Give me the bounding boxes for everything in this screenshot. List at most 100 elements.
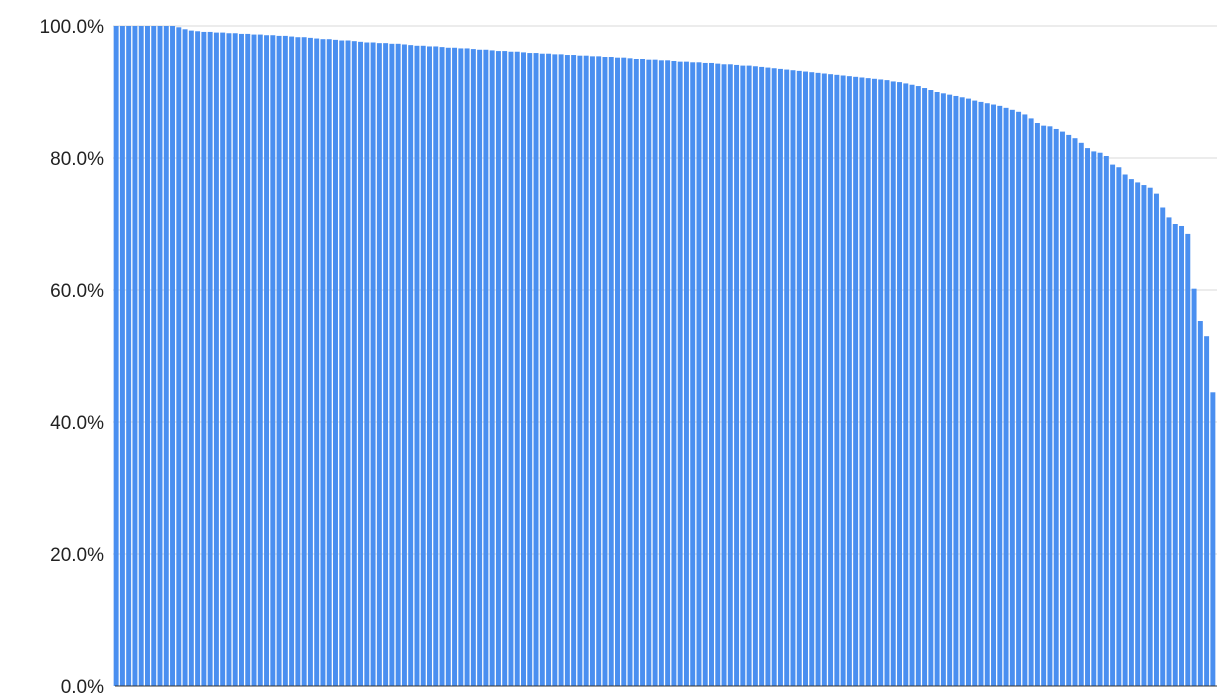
bar <box>1022 114 1028 686</box>
bar <box>301 37 307 687</box>
bar <box>1128 179 1134 686</box>
bar <box>126 26 132 686</box>
bar <box>583 55 589 686</box>
bar <box>521 52 526 686</box>
y-axis: 0.0% 20.0% 40.0% 60.0% 80.0% 100.0% <box>40 17 105 693</box>
bar <box>903 83 909 687</box>
bar <box>420 45 426 687</box>
bar <box>959 97 965 686</box>
bar <box>1091 151 1097 686</box>
bar <box>445 47 451 686</box>
bar <box>483 49 489 686</box>
bar <box>809 72 815 686</box>
bar <box>1085 148 1091 687</box>
bar <box>1003 107 1009 687</box>
bar <box>113 26 119 686</box>
bar <box>1047 126 1053 686</box>
bar <box>376 43 382 687</box>
bar <box>671 60 677 687</box>
bar <box>784 69 790 686</box>
bar <box>821 73 827 686</box>
bar <box>245 33 251 687</box>
bar <box>658 60 664 686</box>
bar <box>514 51 520 687</box>
bar <box>151 26 157 686</box>
bar <box>314 38 320 687</box>
bar <box>1016 111 1022 687</box>
bar <box>771 68 777 687</box>
bar <box>777 68 783 686</box>
bar <box>439 47 445 687</box>
bar <box>414 45 420 687</box>
y-tick-label: 100.0% <box>40 17 105 38</box>
bar <box>339 40 345 686</box>
bar <box>358 41 364 686</box>
bar <box>972 100 978 686</box>
bar <box>702 62 708 686</box>
bar <box>1072 138 1078 686</box>
bar <box>683 61 689 686</box>
bar <box>207 31 213 686</box>
bar <box>464 48 470 686</box>
bar <box>188 30 194 687</box>
bar <box>621 57 627 687</box>
bar <box>176 27 182 686</box>
bar <box>709 62 714 686</box>
bar <box>326 39 332 686</box>
bar <box>251 34 257 686</box>
bar <box>333 39 338 687</box>
bar <box>608 57 614 686</box>
bar <box>1097 152 1103 687</box>
bar <box>897 82 902 687</box>
bar <box>477 49 483 686</box>
bar <box>765 67 771 686</box>
bar <box>1197 321 1203 686</box>
bar <box>934 92 940 686</box>
bar <box>220 32 226 687</box>
bar <box>840 75 846 686</box>
bar <box>865 78 871 686</box>
bar <box>119 26 125 686</box>
bar <box>232 33 238 686</box>
y-tick-label: 60.0% <box>50 281 104 302</box>
bar <box>1110 164 1116 687</box>
bar <box>401 44 407 687</box>
bar <box>1135 182 1141 687</box>
bar <box>226 33 232 686</box>
bar <box>884 80 890 687</box>
bar <box>502 51 508 686</box>
bar <box>1160 207 1166 686</box>
bar <box>589 56 595 687</box>
bar <box>345 40 351 686</box>
bar <box>577 55 583 686</box>
bar <box>759 66 765 687</box>
bar <box>922 88 928 687</box>
bar <box>1191 288 1197 686</box>
bar <box>144 26 150 686</box>
bar <box>878 79 884 686</box>
bar <box>746 65 752 687</box>
bar <box>571 55 577 687</box>
bar <box>715 63 721 687</box>
bar <box>276 35 282 686</box>
bar <box>602 57 608 686</box>
bar <box>195 31 201 686</box>
bar <box>890 81 896 686</box>
bar <box>364 42 370 686</box>
bar <box>1053 128 1059 686</box>
bar <box>508 51 514 687</box>
bar <box>527 53 533 687</box>
bar <box>646 59 652 687</box>
bar <box>470 49 476 687</box>
bar <box>138 26 144 686</box>
bar <box>289 36 295 687</box>
bar <box>458 48 464 686</box>
bar <box>871 78 877 687</box>
bar <box>495 51 501 686</box>
bar <box>170 26 176 686</box>
bar <box>727 64 733 686</box>
bar <box>1066 134 1072 686</box>
bar <box>1009 109 1015 686</box>
bar <box>909 84 915 687</box>
